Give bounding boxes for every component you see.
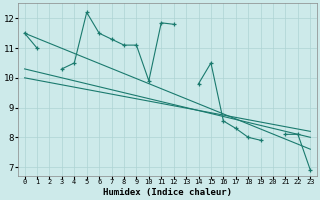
X-axis label: Humidex (Indice chaleur): Humidex (Indice chaleur) — [103, 188, 232, 197]
